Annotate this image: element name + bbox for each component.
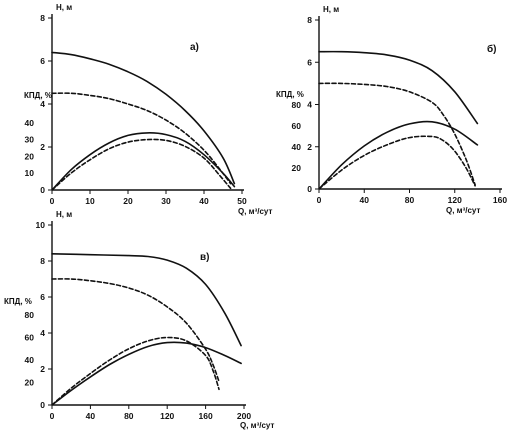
kpd-tick-label: 40 [25, 355, 35, 365]
panel-label: в) [200, 252, 209, 263]
kpd-axis-title: КПД, % [4, 297, 32, 306]
chart-panel-c: 0 40 80 120 160 200 6 8 10 0 2 4 20 40 60 80 Н, м КПД, % Q… [4, 210, 274, 430]
series-kpd-dashed-line [51, 336, 220, 406]
panel-label: а) [190, 42, 199, 53]
head-axis-title: Н, м [56, 3, 72, 12]
x-axis-title: Q, м³/сут [240, 421, 274, 430]
head-tick-label: 2 [307, 142, 312, 152]
kpd-tick-label: 40 [25, 118, 35, 128]
series-head-solid-line [318, 50, 479, 125]
series-kpd-dashed-line [51, 138, 232, 191]
x-tick-label: 120 [448, 195, 462, 205]
head-tick-label: 6 [40, 292, 45, 302]
x-tick-label: 200 [237, 411, 251, 421]
head-axis-title: Н, м [56, 210, 72, 219]
series-kpd-solid-line [318, 120, 479, 190]
head-tick-label: 8 [307, 15, 312, 25]
head-tick-label: 8 [40, 256, 45, 266]
kpd-tick-label: 60 [292, 121, 302, 131]
x-tick-label: 80 [124, 411, 134, 421]
head-tick-label: 6 [307, 57, 312, 67]
series-head-solid-line [51, 253, 242, 347]
head-tick-label: 0 [40, 185, 45, 195]
x-tick-label: 50 [237, 196, 247, 206]
kpd-tick-label: 60 [25, 333, 35, 343]
x-tick-label: 80 [405, 195, 415, 205]
kpd-tick-label: 20 [292, 163, 302, 173]
head-tick-label: 4 [307, 100, 312, 110]
head-tick-label: 0 [40, 400, 45, 410]
x-tick-label: 120 [160, 411, 174, 421]
series-head-dashed-line [51, 278, 220, 383]
series-kpd-solid-line [51, 341, 242, 406]
x-tick-label: 30 [161, 196, 171, 206]
panel-label: б) [487, 43, 497, 55]
head-tick-label: 4 [40, 99, 45, 109]
series-kpd-dashed-line [318, 135, 476, 190]
chart-panel-a: 0 10 20 30 40 50 6 8 0 2 4 10 20 30 40 Н, м КПД, % Q, м³/… [24, 3, 272, 216]
kpd-tick-label: 30 [25, 135, 35, 145]
kpd-axis-title: КПД, % [276, 90, 304, 99]
head-axis-title: Н, м [323, 5, 339, 14]
x-tick-label: 10 [85, 196, 95, 206]
head-tick-label: 8 [40, 13, 45, 23]
x-tick-label: 40 [86, 411, 96, 421]
kpd-tick-label: 80 [292, 100, 302, 110]
series-head-dashed-line [51, 92, 232, 185]
kpd-tick-label: 20 [25, 151, 35, 161]
head-tick-label: 2 [40, 142, 45, 152]
x-tick-label: 0 [317, 195, 322, 205]
head-tick-label: 4 [40, 328, 45, 338]
x-axis-title: Q, м³/сут [238, 207, 272, 216]
kpd-tick-label: 40 [292, 142, 302, 152]
kpd-tick-label: 10 [25, 168, 35, 178]
kpd-tick-label: 80 [25, 310, 35, 320]
kpd-tick-label: 20 [25, 378, 35, 388]
head-tick-label: 10 [36, 220, 46, 230]
x-tick-label: 40 [360, 195, 370, 205]
x-tick-label: 0 [50, 196, 55, 206]
head-tick-label: 6 [40, 56, 45, 66]
head-tick-label: 0 [307, 184, 312, 194]
head-tick-label: 2 [40, 364, 45, 374]
x-tick-label: 20 [123, 196, 133, 206]
series-kpd-solid-line [51, 132, 236, 191]
series-head-dashed-line [318, 82, 476, 186]
series-head-solid-line [51, 51, 236, 185]
x-tick-label: 160 [199, 411, 213, 421]
x-tick-label: 40 [199, 196, 209, 206]
x-tick-label: 0 [50, 411, 55, 421]
x-axis-title: Q, м³/сут [446, 206, 480, 215]
x-tick-label: 160 [493, 195, 507, 205]
kpd-axis-title: КПД, % [24, 91, 52, 100]
